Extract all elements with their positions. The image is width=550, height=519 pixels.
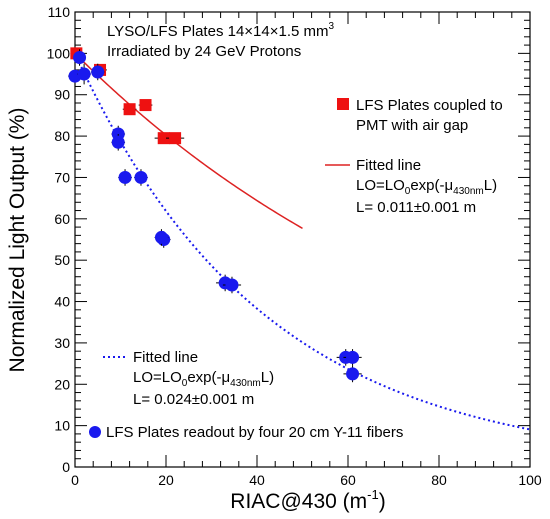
- y-tick-label: 0: [62, 459, 70, 475]
- data-point-blue: [73, 51, 87, 64]
- fit-curve: [74, 52, 531, 431]
- data-point-blue: [346, 367, 360, 381]
- y-tick-label: 90: [54, 87, 70, 103]
- data-point-red: [157, 132, 170, 145]
- header-line1: LYSO/LFS Plates 14×14×1.5 mm3: [107, 21, 335, 40]
- y-tick-label: 110: [48, 4, 71, 20]
- data-point-red: [123, 103, 136, 116]
- data-point-blue: [346, 350, 360, 364]
- x-tick-label: 20: [158, 472, 174, 488]
- y-tick-label: 60: [54, 211, 70, 227]
- y-tick-label: 50: [54, 252, 70, 268]
- data-point-blue: [118, 170, 132, 184]
- x-tick-label: 60: [340, 472, 356, 488]
- legend-red-marker: [337, 98, 349, 110]
- y-axis-title: Normalized Light Output (%): [6, 108, 29, 373]
- y-tick-label: 40: [54, 294, 70, 310]
- legend-blue-fit-formula: LO=LO0exp(-μ430nmL): [133, 369, 274, 389]
- data-point-red: [139, 99, 152, 112]
- x-axis-title: RIAC@430 (m-1): [230, 487, 385, 513]
- x-axis: 0 20 40 60 80 100: [71, 12, 542, 488]
- fit-curves: [74, 52, 531, 431]
- data-point-blue: [134, 170, 148, 184]
- legend-blue-fit-label: Fitted line: [133, 349, 198, 366]
- legend-blue-marker: [89, 426, 101, 438]
- x-tick-label: 100: [518, 472, 542, 488]
- legend-red-label-line2: PMT with air gap: [356, 117, 468, 134]
- legend-red-fit-label: Fitted line: [356, 157, 421, 174]
- y-tick-label: 70: [54, 169, 70, 185]
- data-point-red: [169, 132, 182, 145]
- legend-red-fit-value: L= 0.011±0.001 m: [356, 199, 476, 216]
- x-tick-label: 0: [71, 472, 79, 488]
- header-line2: Irradiated by 24 GeV Protons: [107, 43, 301, 60]
- data-point-blue: [91, 65, 105, 79]
- y-tick-label: 30: [54, 335, 70, 351]
- y-tick-label: 10: [54, 418, 70, 434]
- data-point-blue: [225, 278, 239, 292]
- legend-red-fit-formula: LO=LO0exp(-μ430nmL): [356, 177, 497, 197]
- plot-frame: [74, 11, 531, 468]
- data-points: [68, 47, 362, 383]
- fit-curve: [74, 52, 303, 229]
- y-tick-label: 100: [47, 45, 71, 61]
- y-tick-label: 20: [54, 376, 70, 392]
- x-tick-label: 80: [431, 472, 447, 488]
- data-point-blue: [154, 230, 168, 244]
- legend-blue-label: LFS Plates readout by four 20 cm Y-11 fi…: [106, 424, 403, 441]
- data-point-blue: [77, 67, 91, 81]
- y-axis: 0 10 20 30 40 50 60 70 80 90 100 110: [47, 4, 530, 475]
- data-point-blue: [111, 135, 125, 149]
- y-tick-label: 80: [54, 128, 70, 144]
- legend-red-label-line1: LFS Plates coupled to: [356, 97, 503, 114]
- x-tick-label: 40: [249, 472, 265, 488]
- legend-blue-fit-value: L= 0.024±0.001 m: [133, 391, 254, 408]
